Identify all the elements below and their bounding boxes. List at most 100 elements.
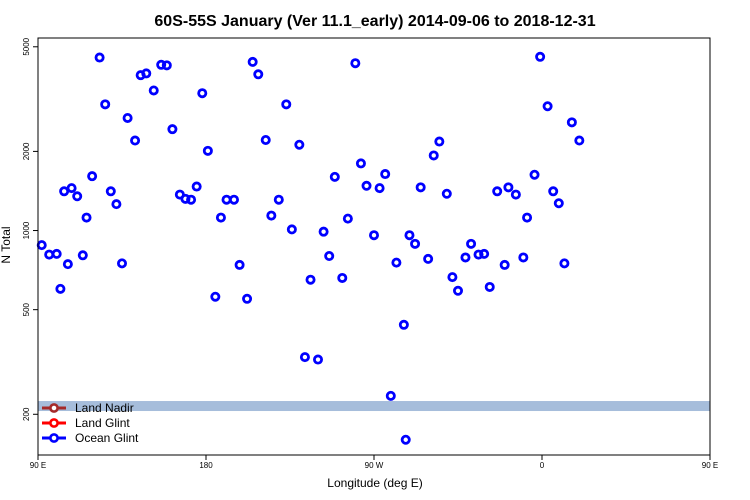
data-point [466, 238, 477, 249]
data-point [197, 88, 208, 99]
data-point [210, 291, 221, 302]
data-point [553, 198, 564, 209]
data-point [434, 136, 445, 147]
data-point [492, 186, 503, 197]
data-point [161, 60, 172, 71]
reference-band-bar [38, 401, 710, 412]
data-point [148, 85, 159, 96]
data-point [473, 249, 484, 260]
data-point [342, 213, 353, 224]
data-point [337, 272, 348, 283]
x-tick-label: 90 E [30, 461, 46, 470]
data-point [374, 183, 385, 194]
data-point [266, 210, 277, 221]
data-point [510, 189, 521, 200]
data-point [273, 194, 284, 205]
data-point [51, 248, 62, 259]
data-point [518, 252, 529, 263]
data-point [460, 252, 471, 263]
data-point [191, 181, 202, 192]
plot-frame [37, 37, 711, 456]
legend-label: Land Nadir [75, 401, 134, 415]
data-point [117, 258, 128, 269]
data-point [499, 259, 510, 270]
x-tick-label: 180 [199, 461, 213, 470]
data-point [535, 51, 546, 62]
legend-marker [49, 433, 59, 443]
data-point [423, 253, 434, 264]
data-point [380, 169, 391, 180]
data-point [66, 183, 77, 194]
data-point [385, 390, 396, 401]
data-point [441, 188, 452, 199]
data-point [234, 259, 245, 270]
data-point [286, 224, 297, 235]
data-point [479, 248, 490, 259]
data-point [398, 319, 409, 330]
data-point [428, 150, 439, 161]
data-point [404, 230, 415, 241]
data-point [452, 285, 463, 296]
y-tick-label: 5000 [22, 37, 31, 55]
data-point [312, 354, 323, 365]
data-point [167, 124, 178, 135]
data-point [299, 352, 310, 363]
data-point [368, 230, 379, 241]
x-tick-label: 90 W [365, 461, 384, 470]
data-point [574, 135, 585, 146]
data-point [305, 274, 316, 285]
data-point [72, 191, 83, 202]
data-point [77, 250, 88, 261]
data-point [55, 283, 66, 294]
data-point [350, 58, 361, 69]
data-point [294, 139, 305, 150]
data-point [410, 238, 421, 249]
data-point [215, 212, 226, 223]
x-axis: 90 E 180 90 W 0 90 E [30, 455, 718, 470]
data-point [202, 145, 213, 156]
data-point [548, 186, 559, 197]
data-point [542, 101, 553, 112]
x-tick-label: 0 [540, 461, 545, 470]
data-point [391, 257, 402, 268]
y-tick-label: 2000 [22, 142, 31, 160]
data-point [186, 194, 197, 205]
data-point [355, 158, 366, 169]
data-point [503, 182, 514, 193]
reference-band [38, 401, 710, 412]
data-point [529, 169, 540, 180]
data-point [324, 251, 335, 262]
y-axis-label: N Total [0, 226, 13, 263]
chart-title: 60S-55S January (Ver 11.1_early) 2014-09… [154, 13, 595, 30]
data-point [87, 171, 98, 182]
legend-label: Ocean Glint [75, 431, 139, 445]
x-axis-label: Longitude (deg E) [327, 476, 422, 490]
data-point [559, 258, 570, 269]
data-point [361, 180, 372, 191]
data-point [94, 52, 105, 63]
data-point [228, 194, 239, 205]
data-point [62, 259, 73, 270]
data-point [281, 99, 292, 110]
data-point [566, 117, 577, 128]
data-point [484, 281, 495, 292]
data-point [242, 293, 253, 304]
data-point [247, 56, 258, 67]
y-tick-label: 200 [22, 407, 31, 421]
data-point [318, 226, 329, 237]
data-point [522, 212, 533, 223]
y-tick-label: 500 [22, 302, 31, 316]
data-points [36, 51, 585, 445]
data-point [415, 182, 426, 193]
y-axis: 200 500 1000 2000 5000 [22, 37, 38, 421]
data-point [180, 193, 191, 204]
legend-label: Land Glint [75, 416, 130, 430]
y-tick-label: 1000 [22, 221, 31, 239]
data-point [100, 99, 111, 110]
data-point [156, 59, 167, 70]
data-point [447, 272, 458, 283]
data-point [122, 112, 133, 123]
data-point [59, 186, 70, 197]
data-point [253, 69, 264, 80]
